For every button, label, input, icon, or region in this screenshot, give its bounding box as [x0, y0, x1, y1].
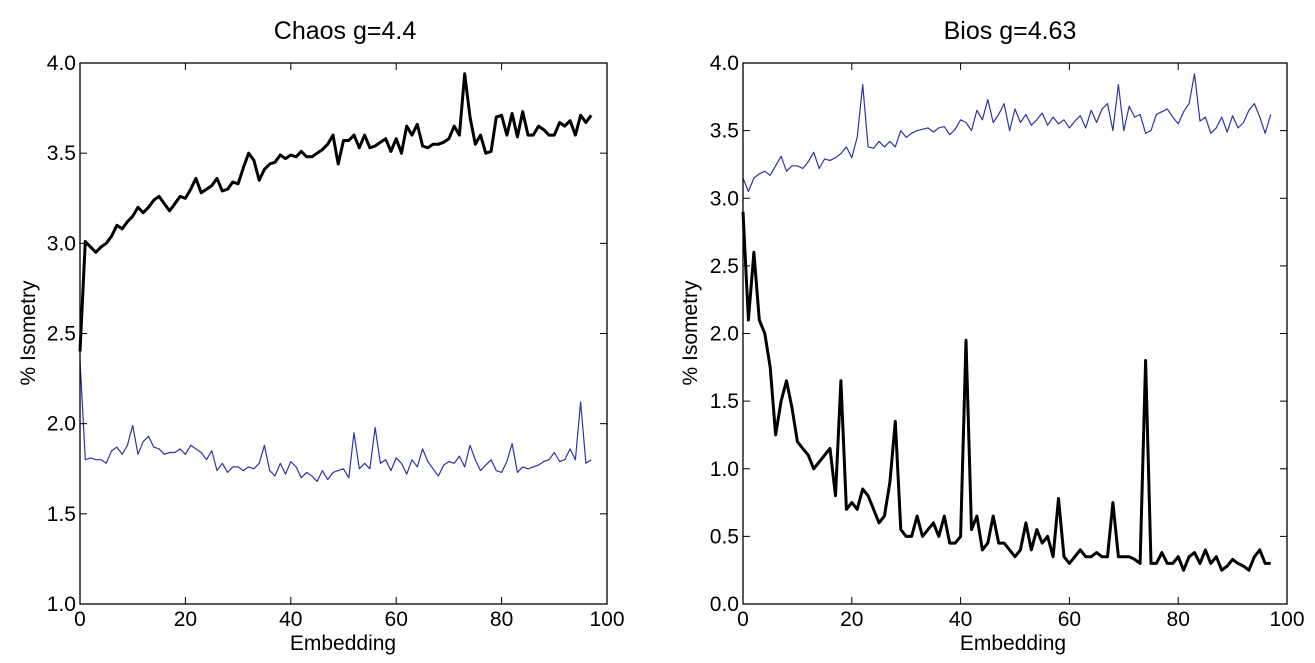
y-tick-label: 3.5 [710, 120, 739, 143]
series-line-2 [79, 360, 592, 482]
chart-title: Chaos g=4.4 [274, 17, 417, 45]
y-tick-label: 2.0 [710, 323, 739, 346]
x-tick-label: 40 [279, 608, 302, 631]
y-tick-label: 4.0 [710, 52, 739, 75]
x-tick-label: 20 [174, 608, 197, 631]
x-tick-label: 0 [74, 608, 86, 631]
plot-area [741, 73, 1272, 572]
bios-chart-panel: Bios g=4.63 0 20 40 60 80 100 0.0 0.5 1.0 1.5 2.0 2… [679, 17, 1305, 655]
y-tick-label: 3.5 [47, 142, 76, 165]
y-axis-label: % Isometry [17, 280, 40, 386]
y-tick-label: 2.5 [710, 255, 739, 278]
x-tick-label: 40 [949, 608, 972, 631]
x-tick-label: 100 [589, 608, 624, 631]
axis-ticks: 0 20 40 60 80 100 1.0 1.5 2.0 2.5 3.0 3.5 4.0 [47, 52, 625, 631]
y-tick-label: 3.0 [710, 187, 739, 210]
y-axis-label: % Isometry [679, 280, 702, 386]
y-tick-label: 3.0 [47, 232, 76, 255]
series-line-1 [78, 72, 593, 352]
series-line-2 [741, 211, 1271, 572]
axis-ticks: 0 20 40 60 80 100 0.0 0.5 1.0 1.5 2.0 2.5 3.0 3.5 4.0 [710, 52, 1305, 631]
plot-frame [742, 62, 1288, 605]
y-tick-label: 1.0 [710, 458, 739, 481]
y-tick-label: 0.0 [710, 593, 739, 616]
x-tick-label: 100 [1269, 608, 1304, 631]
x-tick-label: 0 [737, 608, 749, 631]
chaos-chart-panel: Chaos g=4.4 0 20 40 60 80 100 1.0 1.5 2.0 2.5 3.0 3… [17, 17, 625, 655]
plot-area [78, 72, 593, 482]
x-tick-label: 20 [840, 608, 863, 631]
x-tick-label: 60 [385, 608, 408, 631]
x-tick-label: 80 [490, 608, 513, 631]
y-tick-label: 2.0 [47, 413, 76, 436]
y-tick-label: 4.0 [47, 52, 76, 75]
series-line-1 [742, 73, 1272, 193]
x-tick-label: 60 [1058, 608, 1081, 631]
chart-title: Bios g=4.63 [944, 17, 1077, 45]
x-axis-label: Embedding [960, 632, 1066, 655]
x-tick-label: 80 [1167, 608, 1190, 631]
y-tick-label: 0.5 [710, 525, 739, 548]
y-tick-label: 1.5 [47, 503, 76, 526]
y-tick-label: 1.0 [47, 593, 76, 616]
x-axis-label: Embedding [290, 632, 396, 655]
y-tick-label: 2.5 [47, 323, 76, 346]
y-tick-label: 1.5 [710, 390, 739, 413]
